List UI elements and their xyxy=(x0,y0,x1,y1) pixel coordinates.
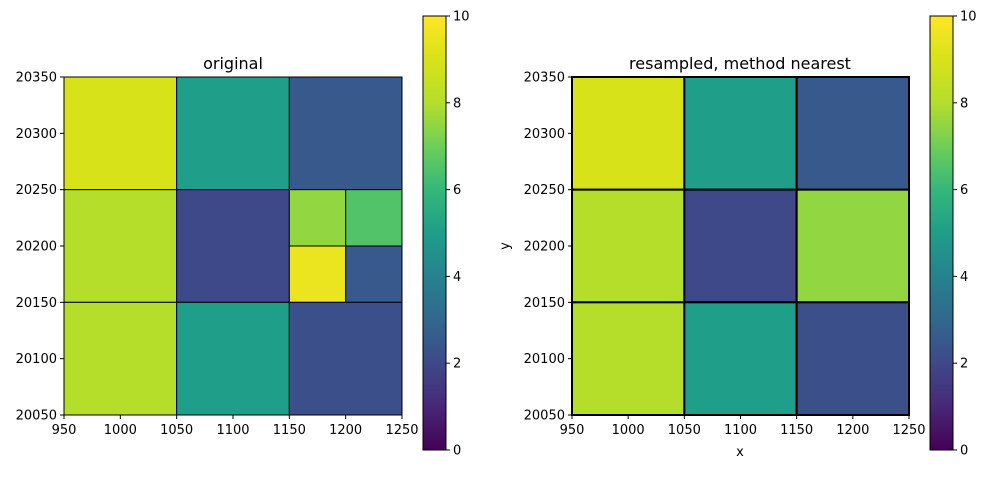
colorbar-tick-label: 2 xyxy=(960,357,968,372)
colorbar-ticks-original: 0 2 4 6 8 10 xyxy=(446,10,470,459)
colorbar-original: 0 2 4 6 8 10 xyxy=(422,10,470,459)
y-tick-label: 20100 xyxy=(16,352,57,367)
y-axis-resampled: 20050 20100 20150 20200 20250 20300 20350 xyxy=(524,71,572,424)
colorbar-resampled: 0 2 4 6 8 10 xyxy=(929,10,977,459)
y-tick-label: 20250 xyxy=(16,183,57,198)
y-tick-label: 20350 xyxy=(524,71,565,86)
x-axis-label-resampled: x xyxy=(736,445,744,460)
x-tick-label: 1100 xyxy=(216,423,249,438)
cell-original-3 xyxy=(63,189,178,303)
colorbar-tick-label: 8 xyxy=(960,96,968,111)
y-axis-label-resampled: y xyxy=(498,242,513,250)
cell-original-7 xyxy=(288,245,347,303)
y-tick-label: 20200 xyxy=(524,240,565,255)
cell-original-4 xyxy=(176,189,290,303)
colorbar-gradient-original xyxy=(422,15,447,451)
x-tick-label: 1250 xyxy=(385,423,418,438)
y-tick-label: 20350 xyxy=(16,71,57,86)
x-tick-label: 1150 xyxy=(273,423,306,438)
y-tick-label: 20050 xyxy=(16,409,57,424)
colorbar-tick-label: 4 xyxy=(960,270,968,285)
cell-resampled-0 xyxy=(571,76,686,191)
y-axis-original: 20050 20100 20150 20200 20250 20300 20350 xyxy=(16,71,64,424)
chart-title-original: original xyxy=(203,54,263,73)
colorbar-tick-label: 0 xyxy=(960,444,968,459)
colorbar-tick-label: 6 xyxy=(960,183,968,198)
x-axis-original: 950 1000 1050 1100 1150 1200 1250 xyxy=(52,415,419,438)
x-tick-label: 1050 xyxy=(668,423,701,438)
y-tick-label: 20150 xyxy=(524,296,565,311)
cell-resampled-4 xyxy=(683,188,798,304)
y-tick-label: 20250 xyxy=(524,183,565,198)
cell-original-5 xyxy=(288,189,347,247)
x-tick-label: 1050 xyxy=(160,423,193,438)
colorbar-ticks-resampled: 0 2 4 6 8 10 xyxy=(953,10,977,459)
colorbar-tick-label: 2 xyxy=(453,357,461,372)
colorbar-tick-label: 0 xyxy=(453,444,461,459)
cell-resampled-7 xyxy=(683,301,798,417)
colorbar-tick-label: 10 xyxy=(453,10,470,25)
y-tick-label: 20300 xyxy=(524,127,565,142)
cell-resampled-8 xyxy=(795,301,911,417)
y-tick-label: 20050 xyxy=(524,409,565,424)
panel-resampled: 950 1000 1050 1100 1150 1200 1250 200502010020… xyxy=(498,10,977,461)
x-tick-label: 1000 xyxy=(612,423,645,438)
cell-group-resampled xyxy=(571,76,911,417)
cell-original-2 xyxy=(288,76,403,191)
y-tick-label: 20300 xyxy=(16,127,57,142)
cell-original-0 xyxy=(63,76,178,191)
cell-group-original xyxy=(63,76,403,416)
cell-original-6 xyxy=(345,189,403,247)
y-tick-label: 20200 xyxy=(16,240,57,255)
x-tick-label: 950 xyxy=(560,423,585,438)
cell-resampled-3 xyxy=(571,188,686,304)
cell-original-10 xyxy=(176,301,290,416)
colorbar-tick-label: 6 xyxy=(453,183,461,198)
panel-original: 950 1000 1050 1100 1150 1200 1250 200502010020… xyxy=(16,10,470,459)
colorbar-tick-label: 8 xyxy=(453,96,461,111)
x-tick-label: 1250 xyxy=(892,423,925,438)
cell-original-9 xyxy=(63,301,178,416)
cell-resampled-1 xyxy=(683,76,798,191)
x-tick-label: 1100 xyxy=(724,423,757,438)
cell-original-8 xyxy=(345,245,403,303)
cell-original-1 xyxy=(176,76,290,191)
x-tick-label: 1200 xyxy=(836,423,869,438)
x-tick-label: 950 xyxy=(52,423,77,438)
x-tick-label: 1200 xyxy=(329,423,362,438)
colorbar-tick-label: 10 xyxy=(960,10,977,25)
y-tick-label: 20100 xyxy=(524,352,565,367)
y-tick-label: 20150 xyxy=(16,296,57,311)
x-tick-label: 1150 xyxy=(780,423,813,438)
x-axis-resampled: 950 1000 1050 1100 1150 1200 1250 xyxy=(560,415,926,438)
chart-title-resampled: resampled, method nearest xyxy=(629,54,851,73)
x-tick-label: 1000 xyxy=(104,423,137,438)
colorbar-gradient-resampled xyxy=(929,15,954,451)
cell-resampled-5 xyxy=(795,188,911,304)
cell-resampled-6 xyxy=(571,301,686,417)
cell-resampled-2 xyxy=(795,76,911,191)
colorbar-tick-label: 4 xyxy=(453,270,461,285)
cell-original-11 xyxy=(288,301,403,416)
